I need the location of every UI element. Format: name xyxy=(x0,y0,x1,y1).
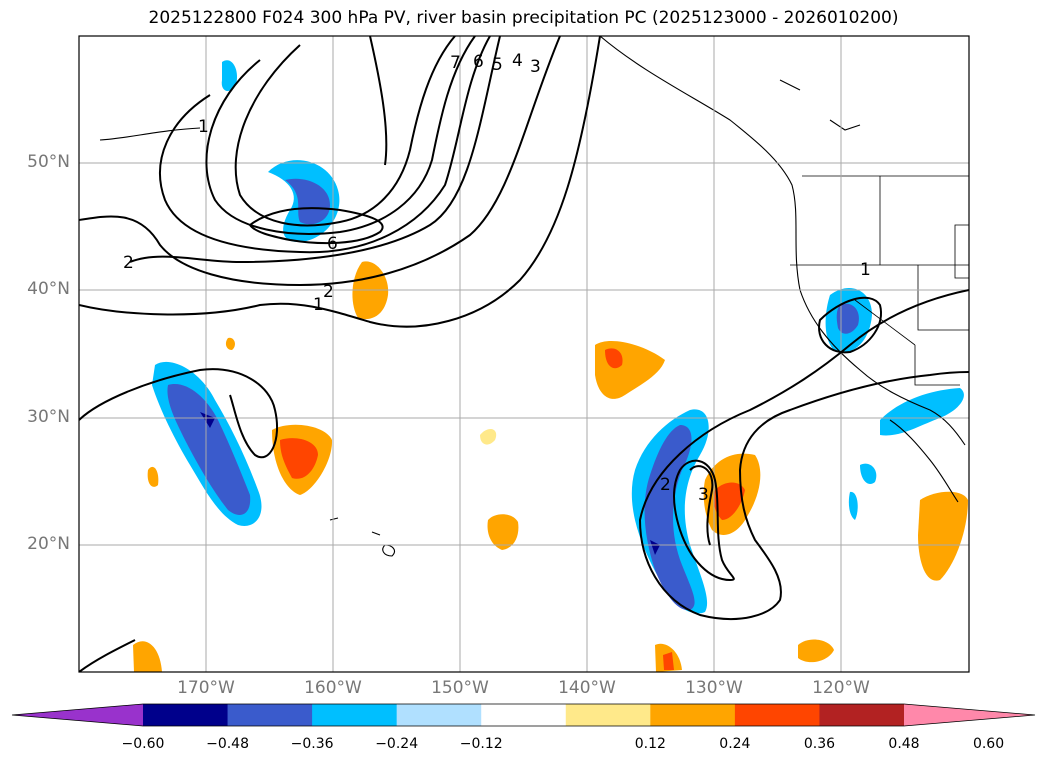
colorbar-bin xyxy=(734,704,820,726)
lon-label: 160°W xyxy=(304,678,362,698)
lon-label: 140°W xyxy=(558,678,616,698)
pv-contour-label: 6 xyxy=(327,234,338,254)
graticule xyxy=(79,36,969,672)
colorbar-outline xyxy=(11,703,1036,727)
colorbar-tick-label: 0.48 xyxy=(888,736,920,752)
colorbar-extend-min xyxy=(12,704,143,726)
pv-contour-label: 2 xyxy=(660,475,671,495)
colorbar-tick-label: 0.24 xyxy=(719,736,751,752)
colorbar-tick-label: −0.24 xyxy=(375,736,419,752)
colorbar-tick-label: −0.48 xyxy=(206,736,249,752)
colorbar-bin xyxy=(227,704,313,726)
map-title: 2025122800 F024 300 hPa PV, river basin … xyxy=(148,8,899,28)
pv-contours xyxy=(79,36,969,672)
pv-contour-label: 5 xyxy=(492,55,503,75)
colorbar-bin xyxy=(396,704,482,726)
pv-contour-label: 1 xyxy=(313,295,324,315)
colorbar-bin xyxy=(819,704,905,726)
lon-label: 150°W xyxy=(431,678,489,698)
pv-contour-label: 3 xyxy=(698,485,709,505)
pv-contour-label: 7 xyxy=(450,53,461,73)
precip-shading xyxy=(133,60,968,672)
pv-contour-label: 1 xyxy=(198,117,209,137)
pv-contour-label: 2 xyxy=(323,282,334,302)
lon-label: 130°W xyxy=(685,678,743,698)
colorbar-tick-label: 0.12 xyxy=(634,736,666,752)
pv-contour-label: 3 xyxy=(530,57,541,77)
colorbar-tick-label: −0.60 xyxy=(121,736,165,752)
lat-label: 20°N xyxy=(27,533,70,554)
colorbar-tick-label: 0.60 xyxy=(972,736,1005,752)
colorbar-bin xyxy=(143,704,229,726)
pv-contour-label: 2 xyxy=(123,253,134,273)
colorbar-bin xyxy=(650,704,736,726)
map-content: 1 2 6 7 6 5 4 3 2 3 1 2 1 xyxy=(79,36,969,672)
colorbar-bin xyxy=(565,704,651,726)
lon-label: 120°W xyxy=(812,678,870,698)
colorbar-extend-max xyxy=(904,704,1035,726)
colorbar-bin xyxy=(481,704,567,726)
pv-contour-label: 6 xyxy=(473,52,484,72)
map-frame xyxy=(78,35,970,673)
colorbar-bin xyxy=(312,704,398,726)
coastlines xyxy=(99,36,966,557)
lat-label: 30°N xyxy=(27,406,70,427)
pv-contour-label: 4 xyxy=(512,51,523,71)
colorbar-tick-label: −0.36 xyxy=(290,736,334,752)
colorbar-tick-label: −0.12 xyxy=(459,736,503,752)
lat-label: 50°N xyxy=(27,152,70,172)
lat-label: 40°N xyxy=(27,279,70,300)
colorbar xyxy=(11,703,1036,727)
pv-contour-label-group: 1 2 6 7 6 5 4 3 2 3 1 2 1 xyxy=(123,51,871,505)
borders xyxy=(790,175,969,386)
pv-contour-label: 1 xyxy=(860,260,871,280)
lon-label: 170°W xyxy=(177,678,235,698)
colorbar-tick-label: 0.36 xyxy=(803,736,836,752)
